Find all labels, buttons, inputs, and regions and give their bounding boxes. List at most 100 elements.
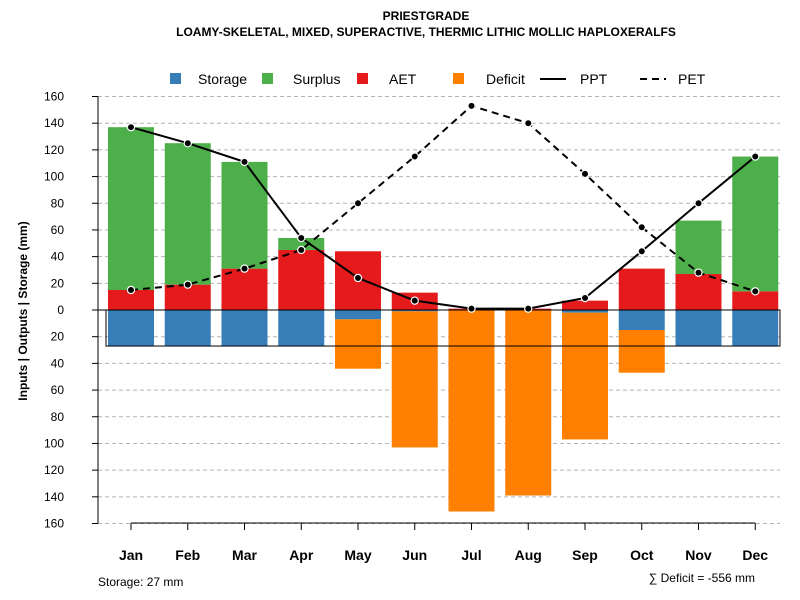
deficit-sum-footer: ∑ Deficit = -556 mm xyxy=(649,571,755,585)
lines-layer xyxy=(126,101,760,313)
x-tick-label: Dec xyxy=(742,547,768,563)
axes-layer: 160 140 120 100 80 60 40 20 0 20 40 60 80 100 120 140 16… xyxy=(44,90,768,564)
pet-point xyxy=(694,268,703,277)
surplus-bar xyxy=(675,220,722,274)
pet-point xyxy=(751,287,760,296)
y-tick-label: 60 xyxy=(51,223,65,237)
ppt-point xyxy=(467,304,476,313)
pet-point xyxy=(524,118,533,128)
pet-point xyxy=(467,101,476,111)
y-tick-label: 60 xyxy=(51,383,65,397)
y-tick-label: 20 xyxy=(51,276,65,290)
ppt-point xyxy=(637,247,646,256)
y-tick-label: 0 xyxy=(57,303,64,317)
ppt-point xyxy=(580,293,590,303)
legend-label: AET xyxy=(389,71,417,87)
aet-bar xyxy=(108,289,154,310)
storage-bar xyxy=(108,310,154,347)
storage-bar xyxy=(675,310,722,347)
aet-bar xyxy=(278,249,325,310)
legend-label: PPT xyxy=(580,71,608,87)
storage-footer: Storage: 27 mm xyxy=(98,575,183,589)
aet-bar xyxy=(164,284,211,310)
x-tick-label: Jun xyxy=(402,547,427,563)
surplus-bar xyxy=(732,156,779,292)
x-tick-label: Aug xyxy=(515,547,542,563)
legend-swatch xyxy=(357,73,368,84)
ppt-point xyxy=(183,139,192,148)
storage-bar xyxy=(335,310,381,320)
y-axis-label: Inputs | Outputs | Storage (mm) xyxy=(16,221,30,400)
y-tick-label: 120 xyxy=(44,463,64,477)
legend: Storage Surplus AET Deficit PPT PET xyxy=(170,71,706,87)
legend-label: Deficit xyxy=(486,71,525,87)
deficit-bar xyxy=(618,330,665,373)
legend-swatch xyxy=(170,73,181,84)
pet-point xyxy=(297,245,306,255)
aet-bar xyxy=(562,300,608,310)
x-tick-label: May xyxy=(344,547,371,563)
legend-label: PET xyxy=(678,71,706,87)
aet-bar xyxy=(675,273,722,310)
y-tick-label: 140 xyxy=(44,490,64,504)
aet-bar xyxy=(618,268,665,310)
y-tick-label: 40 xyxy=(51,250,65,264)
bars-layer xyxy=(98,127,781,512)
storage-bar xyxy=(278,310,325,347)
storage-bar xyxy=(391,310,438,312)
ppt-point xyxy=(240,157,249,167)
legend-swatch xyxy=(453,73,464,84)
ppt-point xyxy=(353,273,363,283)
pet-point xyxy=(183,280,192,289)
deficit-bar xyxy=(505,310,552,496)
storage-bar xyxy=(164,310,211,347)
x-tick-label: Jan xyxy=(119,547,143,563)
ppt-point xyxy=(410,296,419,305)
y-tick-label: 80 xyxy=(51,410,65,424)
ppt-point xyxy=(751,152,760,161)
chart-subtitle: LOAMY-SKELETAL, MIXED, SUPERACTIVE, THER… xyxy=(176,25,676,39)
y-tick-label: 160 xyxy=(44,90,64,104)
surplus-bar xyxy=(108,127,154,290)
y-tick-label: 100 xyxy=(44,436,64,450)
x-tick-label: Apr xyxy=(289,547,314,563)
legend-label: Storage xyxy=(198,71,247,87)
ppt-point xyxy=(126,122,136,132)
y-tick-label: 140 xyxy=(44,116,64,130)
pet-point xyxy=(580,169,590,179)
deficit-bar xyxy=(448,310,495,512)
storage-bar xyxy=(562,310,608,313)
x-tick-label: Oct xyxy=(630,547,654,563)
surplus-bar xyxy=(164,143,211,285)
storage-bar xyxy=(221,310,268,347)
pet-line xyxy=(130,104,756,293)
pet-point xyxy=(410,152,419,161)
storage-capacity-box xyxy=(105,309,781,347)
ppt-point xyxy=(694,199,703,208)
pet-point xyxy=(637,223,646,232)
x-tick-label: Mar xyxy=(232,547,257,563)
legend-swatch xyxy=(262,73,273,84)
x-tick-label: Jul xyxy=(461,547,481,563)
y-tick-label: 100 xyxy=(44,170,64,184)
deficit-bar xyxy=(391,311,438,448)
x-tick-label: Feb xyxy=(175,547,200,563)
y-tick-label: 120 xyxy=(44,143,64,157)
surplus-bar xyxy=(221,161,268,269)
deficit-bar xyxy=(335,319,381,369)
storage-bar xyxy=(732,310,779,347)
pet-point xyxy=(240,264,249,273)
deficit-bar xyxy=(562,312,608,440)
aet-bar xyxy=(732,291,779,310)
storage-bar xyxy=(618,310,665,331)
x-tick-label: Sep xyxy=(572,547,598,563)
ppt-line xyxy=(130,126,756,310)
pet-point xyxy=(353,199,363,208)
y-tick-label: 40 xyxy=(51,356,65,370)
aet-bar xyxy=(221,268,268,310)
legend-label: Surplus xyxy=(293,71,340,87)
pet-point xyxy=(126,285,136,295)
ppt-point xyxy=(297,233,306,243)
y-tick-label: 160 xyxy=(44,517,64,531)
